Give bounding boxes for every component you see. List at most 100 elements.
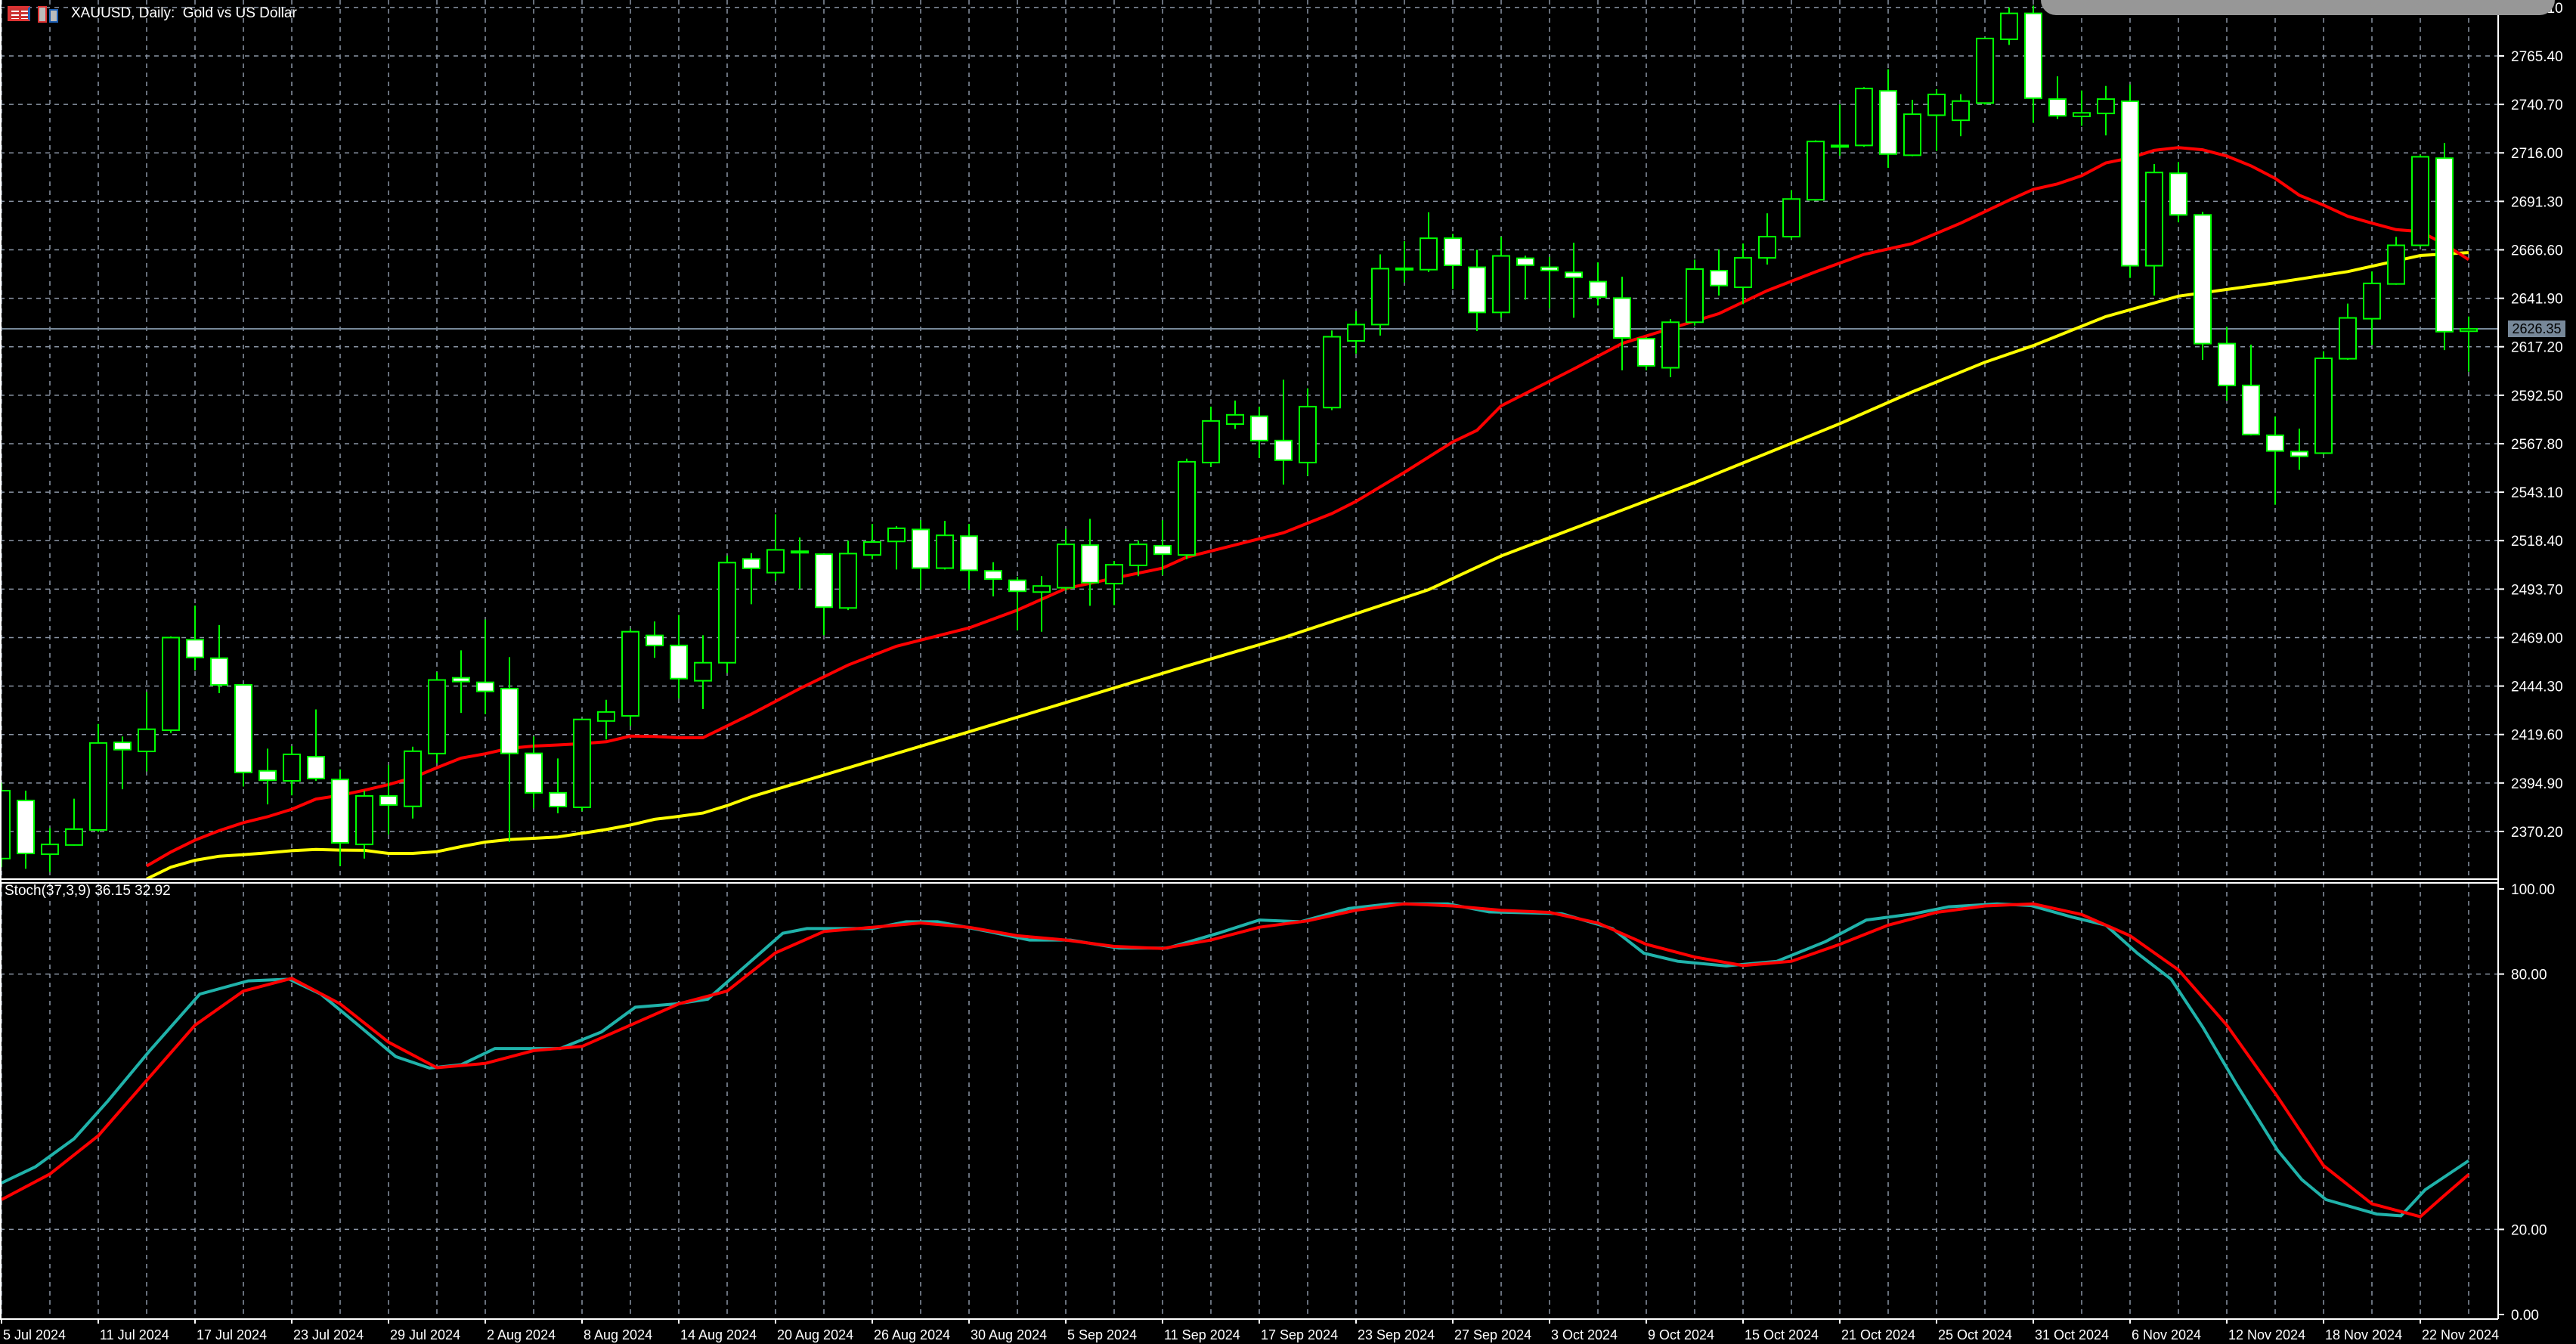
market-watch-icon[interactable] — [8, 6, 30, 21]
candle-body — [138, 728, 156, 753]
date-label: 2 Aug 2024 — [487, 1327, 556, 1342]
bull-candle — [355, 790, 373, 859]
stochastic-label: Stoch(37,3,9) 36.15 32.92 — [5, 883, 171, 899]
date-label: 20 Aug 2024 — [777, 1327, 853, 1342]
bear-candle — [2266, 416, 2284, 505]
bull-candle — [2073, 90, 2091, 126]
ma-slow-line — [146, 251, 2469, 879]
bull-candle — [1782, 190, 1800, 240]
candle-body — [694, 661, 712, 682]
date-label: 11 Sep 2024 — [1164, 1327, 1240, 1342]
candle-body — [2290, 451, 2308, 457]
bull-candle — [2145, 164, 2163, 296]
bull-candle — [936, 521, 954, 570]
bull-candle — [1299, 388, 1317, 476]
bid-price-label: 2626.35 — [2508, 321, 2565, 337]
bull-candle — [1686, 259, 1704, 326]
bull-candle — [1033, 576, 1051, 632]
bull-candle — [1927, 88, 1946, 151]
bull-candle — [839, 540, 857, 611]
bear-candle — [1637, 337, 1655, 370]
bear-candle — [960, 524, 978, 590]
candle-body — [912, 528, 930, 569]
candle-body — [573, 718, 591, 809]
candle-body — [2145, 172, 2163, 267]
candle-body — [766, 549, 785, 574]
candle-body — [1879, 90, 1897, 155]
bull-candle — [1395, 241, 1413, 283]
candle-body — [1299, 405, 1317, 463]
bear-candle — [2169, 162, 2187, 223]
chart-header: XAUUSD, Daily: Gold vs US Dollar — [8, 3, 297, 24]
candle-body — [2097, 98, 2115, 115]
price-tick-label: 2518.40 — [2511, 534, 2563, 550]
chart-window-icon[interactable] — [38, 5, 59, 23]
bull-candle — [2000, 7, 2018, 45]
bear-candle — [1008, 576, 1026, 630]
candle-body — [500, 687, 519, 754]
bull-candle — [65, 798, 83, 846]
bear-candle — [2121, 84, 2139, 278]
candle-body — [1420, 237, 1438, 271]
candle-body — [2000, 12, 2018, 40]
bull-candle — [1807, 140, 1825, 201]
bear-candle — [742, 553, 760, 605]
chart-title: XAUUSD, Daily: Gold vs US Dollar — [71, 5, 297, 21]
candle-body — [1323, 336, 1341, 409]
bull-candle — [2097, 85, 2115, 136]
bear-candle — [646, 621, 664, 658]
bear-candle — [1516, 255, 1534, 300]
date-label: 12 Nov 2024 — [2228, 1327, 2305, 1342]
candle-body — [186, 639, 204, 658]
price-tick-label: 2419.60 — [2511, 728, 2563, 744]
bull-candle — [1178, 458, 1196, 559]
candle-body — [2435, 157, 2454, 333]
bear-candle — [1250, 406, 1268, 458]
candle-body — [452, 677, 470, 683]
bull-candle — [1371, 254, 1389, 336]
price-tick-label: 2493.70 — [2511, 582, 2563, 598]
candle-body — [2387, 244, 2405, 285]
candle-body — [65, 828, 83, 846]
bull-candle — [1129, 540, 1147, 577]
date-label: 18 Nov 2024 — [2325, 1327, 2402, 1342]
date-label: 6 Nov 2024 — [2132, 1327, 2201, 1342]
bear-candle — [670, 615, 688, 698]
candle-body — [113, 742, 132, 751]
candle-body — [984, 570, 1002, 581]
candle-body — [1250, 415, 1268, 441]
candle-body — [936, 534, 954, 569]
candle-body — [597, 711, 615, 722]
price-tick-label: 2444.30 — [2511, 680, 2563, 695]
date-label: 27 Sep 2024 — [1454, 1327, 1531, 1342]
bear-candle — [2290, 428, 2308, 470]
candle-body — [1589, 280, 1607, 298]
candle-body — [1686, 268, 1704, 324]
candle-body — [839, 553, 857, 609]
candle-body — [428, 679, 446, 754]
candle-body — [307, 756, 325, 779]
candle-body — [1734, 257, 1752, 289]
candle-body — [1129, 543, 1147, 566]
date-label: 15 Oct 2024 — [1745, 1327, 1819, 1342]
bull-candle — [1226, 400, 1244, 429]
bear-candle — [1613, 277, 1631, 370]
bear-candle — [500, 657, 519, 842]
bear-candle — [186, 605, 204, 670]
bull-candle — [1420, 212, 1438, 272]
candle-body — [1202, 420, 1220, 463]
candle-body — [1952, 100, 1970, 122]
date-label: 21 Oct 2024 — [1841, 1327, 1915, 1342]
candle-body — [2073, 112, 2091, 117]
candle-body — [1758, 236, 1776, 259]
candle-body — [1468, 266, 1486, 314]
date-label: 8 Aug 2024 — [584, 1327, 652, 1342]
date-label: 17 Jul 2024 — [197, 1327, 267, 1342]
bull-candle — [1952, 94, 1970, 137]
one-click-trading-panel[interactable] — [2041, 0, 2555, 15]
date-label: 31 Oct 2024 — [2035, 1327, 2109, 1342]
bear-candle — [307, 709, 325, 781]
bull-candle — [41, 828, 59, 872]
candle-body — [1565, 271, 1583, 278]
